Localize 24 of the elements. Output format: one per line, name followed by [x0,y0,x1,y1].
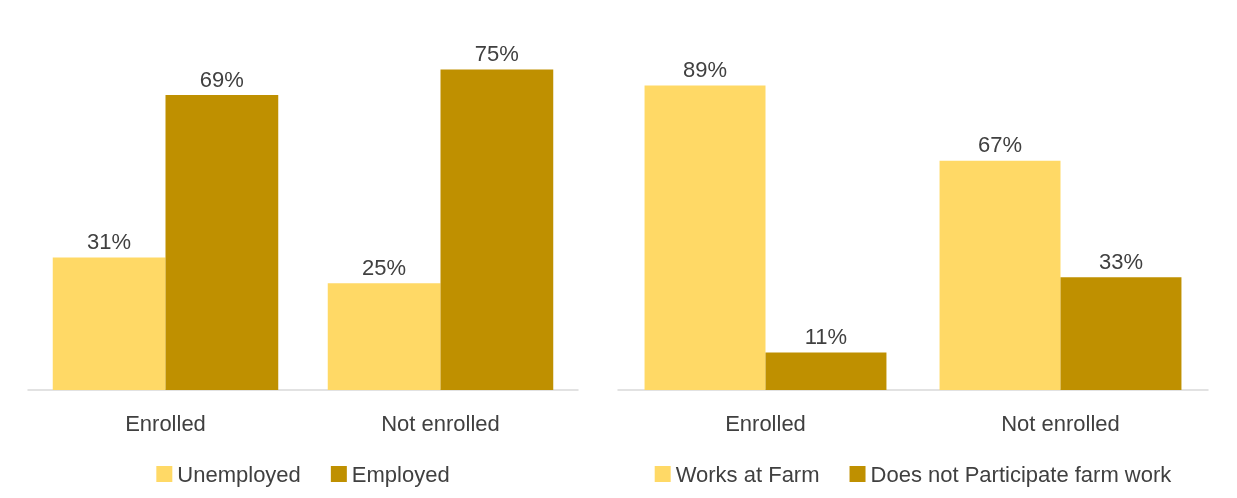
bar [440,69,554,390]
legend-label: Does not Participate farm work [870,461,1173,487]
bar [327,283,441,390]
data-label: 25% [362,254,407,280]
x-tick-label: Enrolled [125,410,206,436]
bar [165,95,279,390]
x-tick-label: Enrolled [725,410,806,436]
data-label: 11% [804,323,848,349]
data-label: 69% [199,66,244,92]
data-label: 67% [978,132,1023,158]
bar [939,160,1061,390]
data-label: 31% [87,228,132,254]
data-label: 75% [474,40,519,66]
legend-label: Unemployed [177,461,301,487]
x-tick-label: Not enrolled [1001,410,1120,436]
bar [765,352,887,390]
x-tick-label: Not enrolled [381,410,500,436]
data-label: 89% [683,57,728,83]
data-label: 33% [1098,248,1143,274]
bar [1060,277,1182,390]
legend-label: Works at Farm [675,461,820,487]
bar [644,85,766,390]
legend-label: Employed [351,461,450,487]
bar [52,257,166,390]
